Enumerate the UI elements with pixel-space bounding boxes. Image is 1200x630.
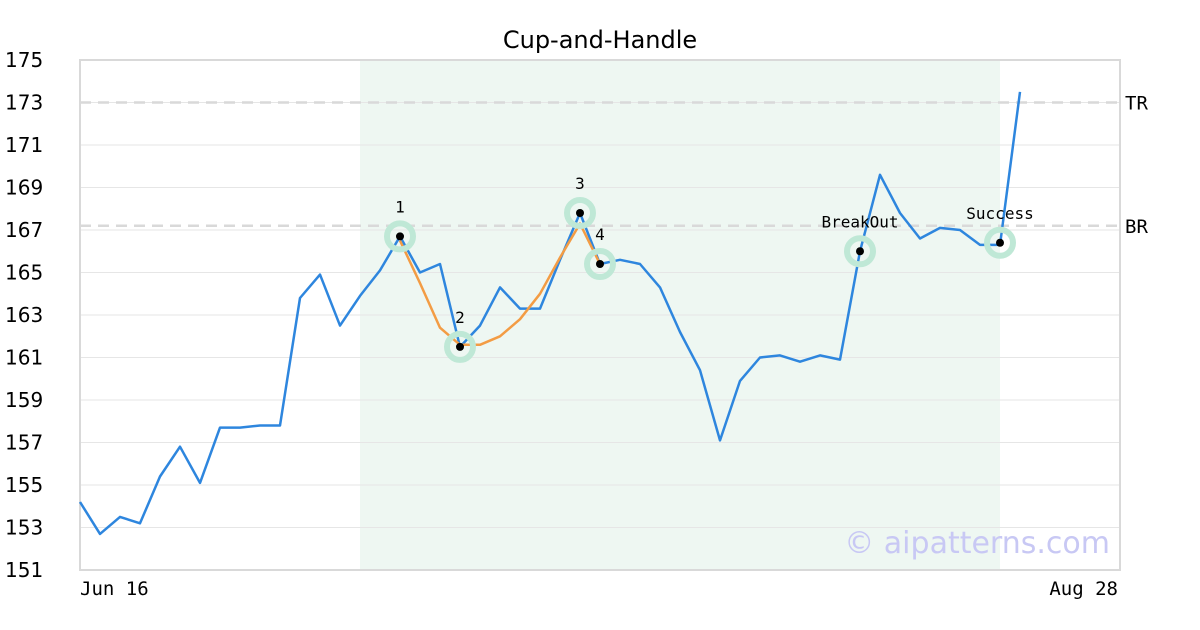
marker-ring-success <box>984 226 1016 259</box>
marker-ring-2 <box>444 330 476 363</box>
reference-label-tr: TR <box>1125 93 1148 115</box>
marker-label-1: 1 <box>395 197 405 216</box>
marker-label-2: 2 <box>455 308 465 327</box>
marker-ring-breakout <box>844 235 876 268</box>
x-tick-end: Aug 28 <box>1049 578 1118 600</box>
plot-frame <box>79 59 1121 571</box>
marker-dot-success <box>996 238 1004 247</box>
marker-dot-3 <box>576 209 584 217</box>
marker-label-3: 3 <box>575 174 585 193</box>
y-tick-label: 151 <box>5 558 43 582</box>
y-tick-label: 157 <box>5 431 43 455</box>
marker-dot-breakout <box>856 247 864 256</box>
reference-label-br: BR <box>1125 216 1148 238</box>
marker-ring-4 <box>584 248 616 280</box>
y-tick-label: 167 <box>5 218 43 242</box>
y-tick-label: 175 <box>5 48 43 72</box>
y-tick-label: 165 <box>5 261 43 285</box>
marker-label-breakout: BreakOut <box>821 212 898 231</box>
y-tick-label: 173 <box>5 91 43 115</box>
y-tick-label: 163 <box>5 303 43 327</box>
marker-dot-2 <box>456 342 464 351</box>
marker-label-4: 4 <box>595 225 605 244</box>
chart-title: Cup-and-Handle <box>503 26 697 54</box>
y-tick-label: 155 <box>5 473 43 497</box>
marker-label-success: Success <box>966 204 1033 223</box>
y-tick-label: 171 <box>5 133 43 157</box>
y-tick-label: 169 <box>5 176 43 200</box>
watermark: © aipatterns.com <box>844 526 1110 561</box>
x-tick-start: Jun 16 <box>80 578 149 600</box>
y-tick-label: 161 <box>5 346 43 370</box>
pattern-overlay-line <box>398 222 602 347</box>
y-tick-label: 153 <box>5 516 43 540</box>
marker-ring-3 <box>564 197 596 229</box>
marker-dot-4 <box>596 260 604 268</box>
y-tick-label: 159 <box>5 388 43 412</box>
marker-dot-1 <box>396 232 404 241</box>
marker-ring-1 <box>384 220 416 253</box>
